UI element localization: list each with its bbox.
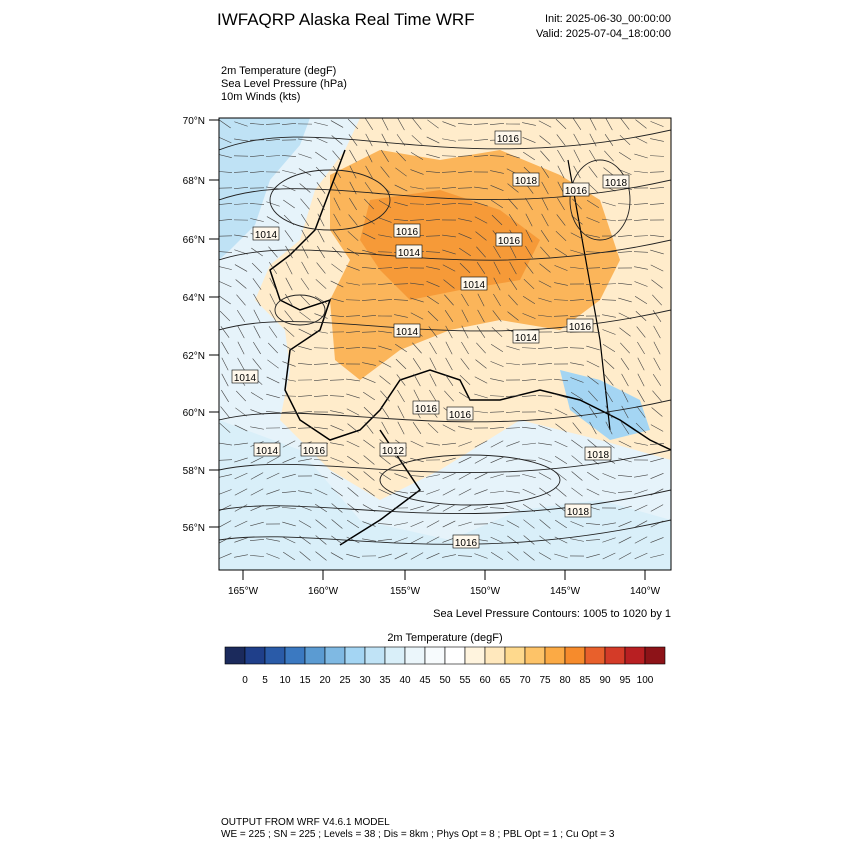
colorbar-tick-label: 35	[379, 675, 391, 686]
contour-label: 1016	[303, 446, 326, 457]
lat-label: 58°N	[183, 466, 205, 477]
footer-line: OUTPUT FROM WRF V4.6.1 MODEL	[221, 817, 390, 828]
contour-label: 1014	[256, 446, 279, 457]
colorbar-box	[245, 647, 265, 664]
contour-label: 1018	[515, 176, 538, 187]
lon-label: 140°W	[630, 586, 661, 597]
colorbar-box	[565, 647, 585, 664]
valid-time: Valid: 2025-07-04_18:00:00	[536, 28, 671, 40]
colorbar-box	[645, 647, 665, 664]
colorbar-box	[325, 647, 345, 664]
contour-note: Sea Level Pressure Contours: 1005 to 102…	[433, 608, 671, 620]
lat-label: 56°N	[183, 523, 205, 534]
colorbar-box	[505, 647, 525, 664]
lon-label: 160°W	[308, 586, 339, 597]
field-label: 2m Temperature (degF)	[221, 65, 336, 77]
colorbar-box	[425, 647, 445, 664]
lon-label: 150°W	[470, 586, 501, 597]
lat-label: 64°N	[183, 293, 205, 304]
colorbar-box	[285, 647, 305, 664]
contour-label: 1016	[449, 410, 472, 421]
colorbar-box	[305, 647, 325, 664]
colorbar: 0 5 10 15 20 25 30 35 40 45 50 55 60 65 70 75 80 85 90 95 10…	[225, 647, 665, 686]
contour-label: 1012	[382, 446, 405, 457]
colorbar-tick-label: 65	[499, 675, 511, 686]
colorbar-tick-label: 80	[559, 675, 571, 686]
colorbar-tick-label: 5	[262, 675, 268, 686]
contour-label: 1014	[255, 230, 278, 241]
contour-label: 1014	[396, 327, 419, 338]
lon-label: 155°W	[390, 586, 421, 597]
colorbar-tick-label: 0	[242, 675, 248, 686]
field-label: Sea Level Pressure (hPa)	[221, 78, 347, 90]
colorbar-box	[265, 647, 285, 664]
colorbar-tick-label: 55	[459, 675, 471, 686]
colorbar-box	[545, 647, 565, 664]
colorbar-tick-label: 75	[539, 675, 551, 686]
colorbar-tick-label: 15	[299, 675, 311, 686]
contour-label: 1014	[515, 333, 538, 344]
contour-label: 1016	[415, 404, 438, 415]
colorbar-box	[465, 647, 485, 664]
field-label: 10m Winds (kts)	[221, 91, 300, 103]
colorbar-box	[365, 647, 385, 664]
lat-label: 68°N	[183, 176, 205, 187]
contour-label: 1014	[234, 373, 257, 384]
colorbar-tick-label: 100	[637, 675, 654, 686]
lat-label: 66°N	[183, 235, 205, 246]
colorbar-tick-label: 60	[479, 675, 491, 686]
title: IWFAQRP Alaska Real Time WRF	[217, 10, 475, 29]
footer-line: WE = 225 ; SN = 225 ; Levels = 38 ; Dis …	[221, 829, 615, 840]
lat-label: 70°N	[183, 116, 205, 127]
contour-label: 1016	[455, 538, 478, 549]
colorbar-box	[585, 647, 605, 664]
colorbar-tick-label: 50	[439, 675, 451, 686]
lat-label: 60°N	[183, 408, 205, 419]
colorbar-box	[625, 647, 645, 664]
colorbar-tick-label: 25	[339, 675, 351, 686]
contour-label: 1016	[569, 322, 592, 333]
contour-label: 1016	[498, 236, 521, 247]
lat-label: 62°N	[183, 351, 205, 362]
colorbar-box	[345, 647, 365, 664]
colorbar-box	[525, 647, 545, 664]
colorbar-tick-label: 10	[279, 675, 291, 686]
colorbar-box	[405, 647, 425, 664]
contour-label: 1014	[398, 248, 421, 259]
init-time: Init: 2025-06-30_00:00:00	[545, 13, 671, 25]
colorbar-title: 2m Temperature (degF)	[387, 632, 502, 644]
colorbar-tick-label: 70	[519, 675, 531, 686]
map-area: 1016 1018 1016 1018 1014 1016 1014 1016 1014 1014…	[218, 118, 671, 570]
colorbar-box	[385, 647, 405, 664]
colorbar-tick-label: 30	[359, 675, 371, 686]
lon-label: 165°W	[228, 586, 259, 597]
colorbar-box	[225, 647, 245, 664]
colorbar-tick-label: 40	[399, 675, 411, 686]
contour-label: 1016	[497, 134, 520, 145]
lon-label: 145°W	[550, 586, 581, 597]
contour-label: 1018	[605, 178, 628, 189]
colorbar-box	[485, 647, 505, 664]
contour-label: 1014	[463, 280, 486, 291]
colorbar-box	[445, 647, 465, 664]
colorbar-tick-label: 90	[599, 675, 611, 686]
contour-label: 1018	[567, 507, 590, 518]
contour-label: 1016	[396, 227, 419, 238]
contour-label: 1016	[565, 186, 588, 197]
colorbar-box	[605, 647, 625, 664]
contour-label: 1018	[587, 450, 610, 461]
colorbar-tick-label: 85	[579, 675, 591, 686]
colorbar-tick-label: 45	[419, 675, 431, 686]
colorbar-tick-label: 95	[619, 675, 631, 686]
colorbar-tick-label: 20	[319, 675, 331, 686]
